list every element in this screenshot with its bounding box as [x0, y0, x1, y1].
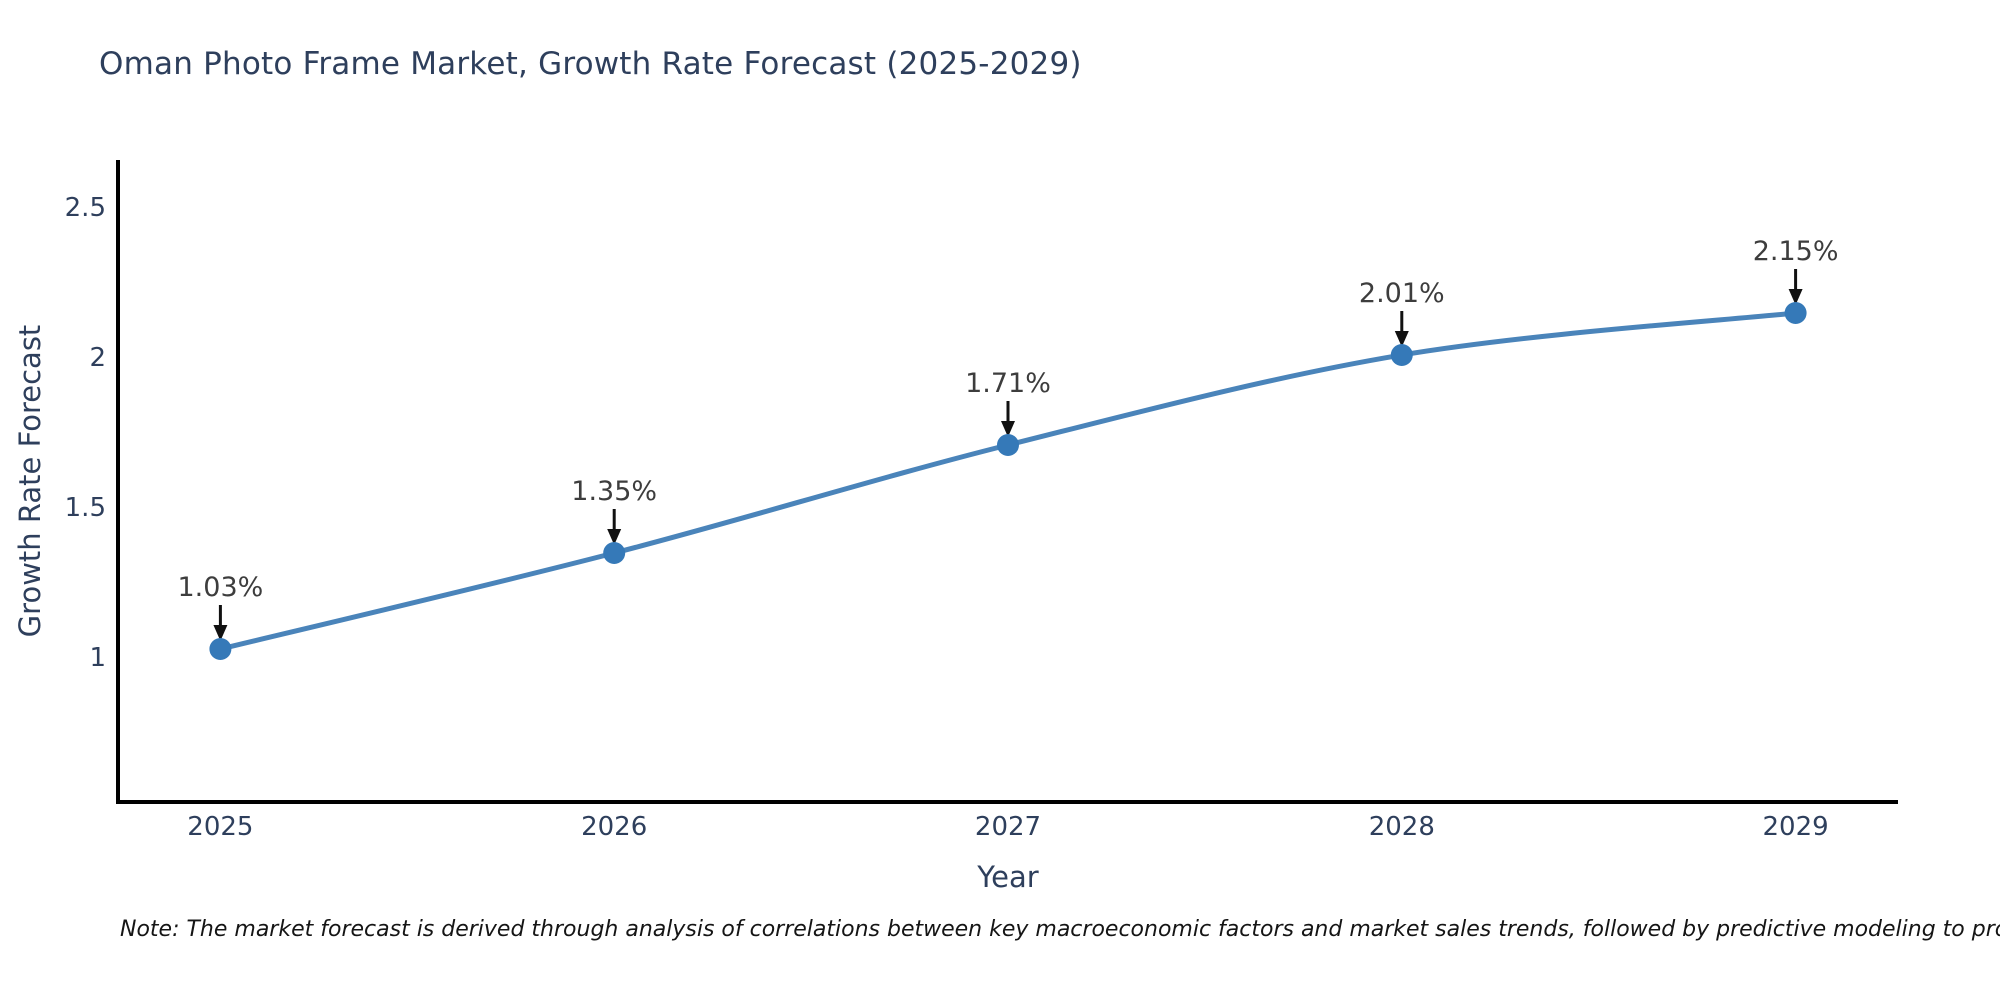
- footnote: Note: The market forecast is derived thr…: [120, 917, 2000, 942]
- x-axis-tick-label: 2028: [1368, 812, 1435, 842]
- x-axis-tick-label: 2026: [581, 812, 648, 842]
- data-point-marker: [1390, 344, 1413, 366]
- x-axis-tick-label: 2029: [1762, 812, 1829, 842]
- y-axis-tick-label: 2: [89, 343, 106, 373]
- data-point-annotation: 1.03%: [177, 572, 264, 603]
- annotation-arrowhead-icon: [1394, 331, 1409, 347]
- y-axis-tick-label: 1.5: [64, 493, 106, 523]
- x-axis-title: Year: [977, 860, 1039, 894]
- annotation-arrowhead-icon: [213, 625, 228, 641]
- y-axis-tick-label: 2.5: [64, 193, 106, 223]
- data-point-annotation: 1.35%: [571, 476, 658, 507]
- annotation-arrowhead-icon: [607, 529, 622, 545]
- annotation-arrowhead-icon: [1001, 421, 1015, 437]
- forecast-line: [217, 310, 1799, 652]
- data-point-marker: [997, 434, 1019, 456]
- data-point-annotation: 1.71%: [965, 368, 1051, 399]
- axis-lines: [116, 160, 1898, 804]
- x-axis-tick-label: 2027: [974, 812, 1042, 842]
- chart-title: Oman Photo Frame Market, Growth Rate For…: [99, 46, 1082, 82]
- x-axis-tick-label: 2025: [187, 812, 254, 842]
- data-point-marker: [603, 542, 626, 564]
- data-point-annotation: 2.01%: [1358, 278, 1445, 309]
- data-point-marker: [1784, 302, 1807, 324]
- data-point-annotation: 2.15%: [1752, 236, 1839, 267]
- y-axis-tick-label: 1: [89, 643, 106, 673]
- annotation-arrowhead-icon: [1788, 289, 1803, 305]
- data-point-marker: [209, 638, 232, 660]
